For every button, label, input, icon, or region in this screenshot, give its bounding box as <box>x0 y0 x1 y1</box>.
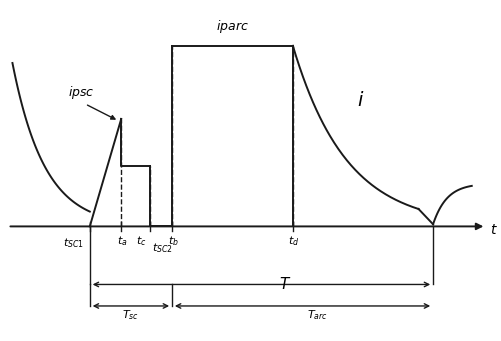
Text: $t_b$: $t_b$ <box>167 234 178 248</box>
Text: $i$: $i$ <box>356 91 364 110</box>
Text: $t_a$: $t_a$ <box>117 234 127 248</box>
Text: $t_d$: $t_d$ <box>288 234 299 248</box>
Text: $T$: $T$ <box>279 277 291 293</box>
Text: $T_{arc}$: $T_{arc}$ <box>306 308 327 322</box>
Text: $t_{SC1}$: $t_{SC1}$ <box>63 236 84 250</box>
Text: $ipsc$: $ipsc$ <box>68 84 95 101</box>
Text: $t_{SC2}$: $t_{SC2}$ <box>152 241 173 255</box>
Text: $T_{sc}$: $T_{sc}$ <box>122 308 139 322</box>
Text: $iparc$: $iparc$ <box>215 18 248 35</box>
Text: $t_c$: $t_c$ <box>136 234 146 248</box>
Text: $t$: $t$ <box>489 223 497 237</box>
